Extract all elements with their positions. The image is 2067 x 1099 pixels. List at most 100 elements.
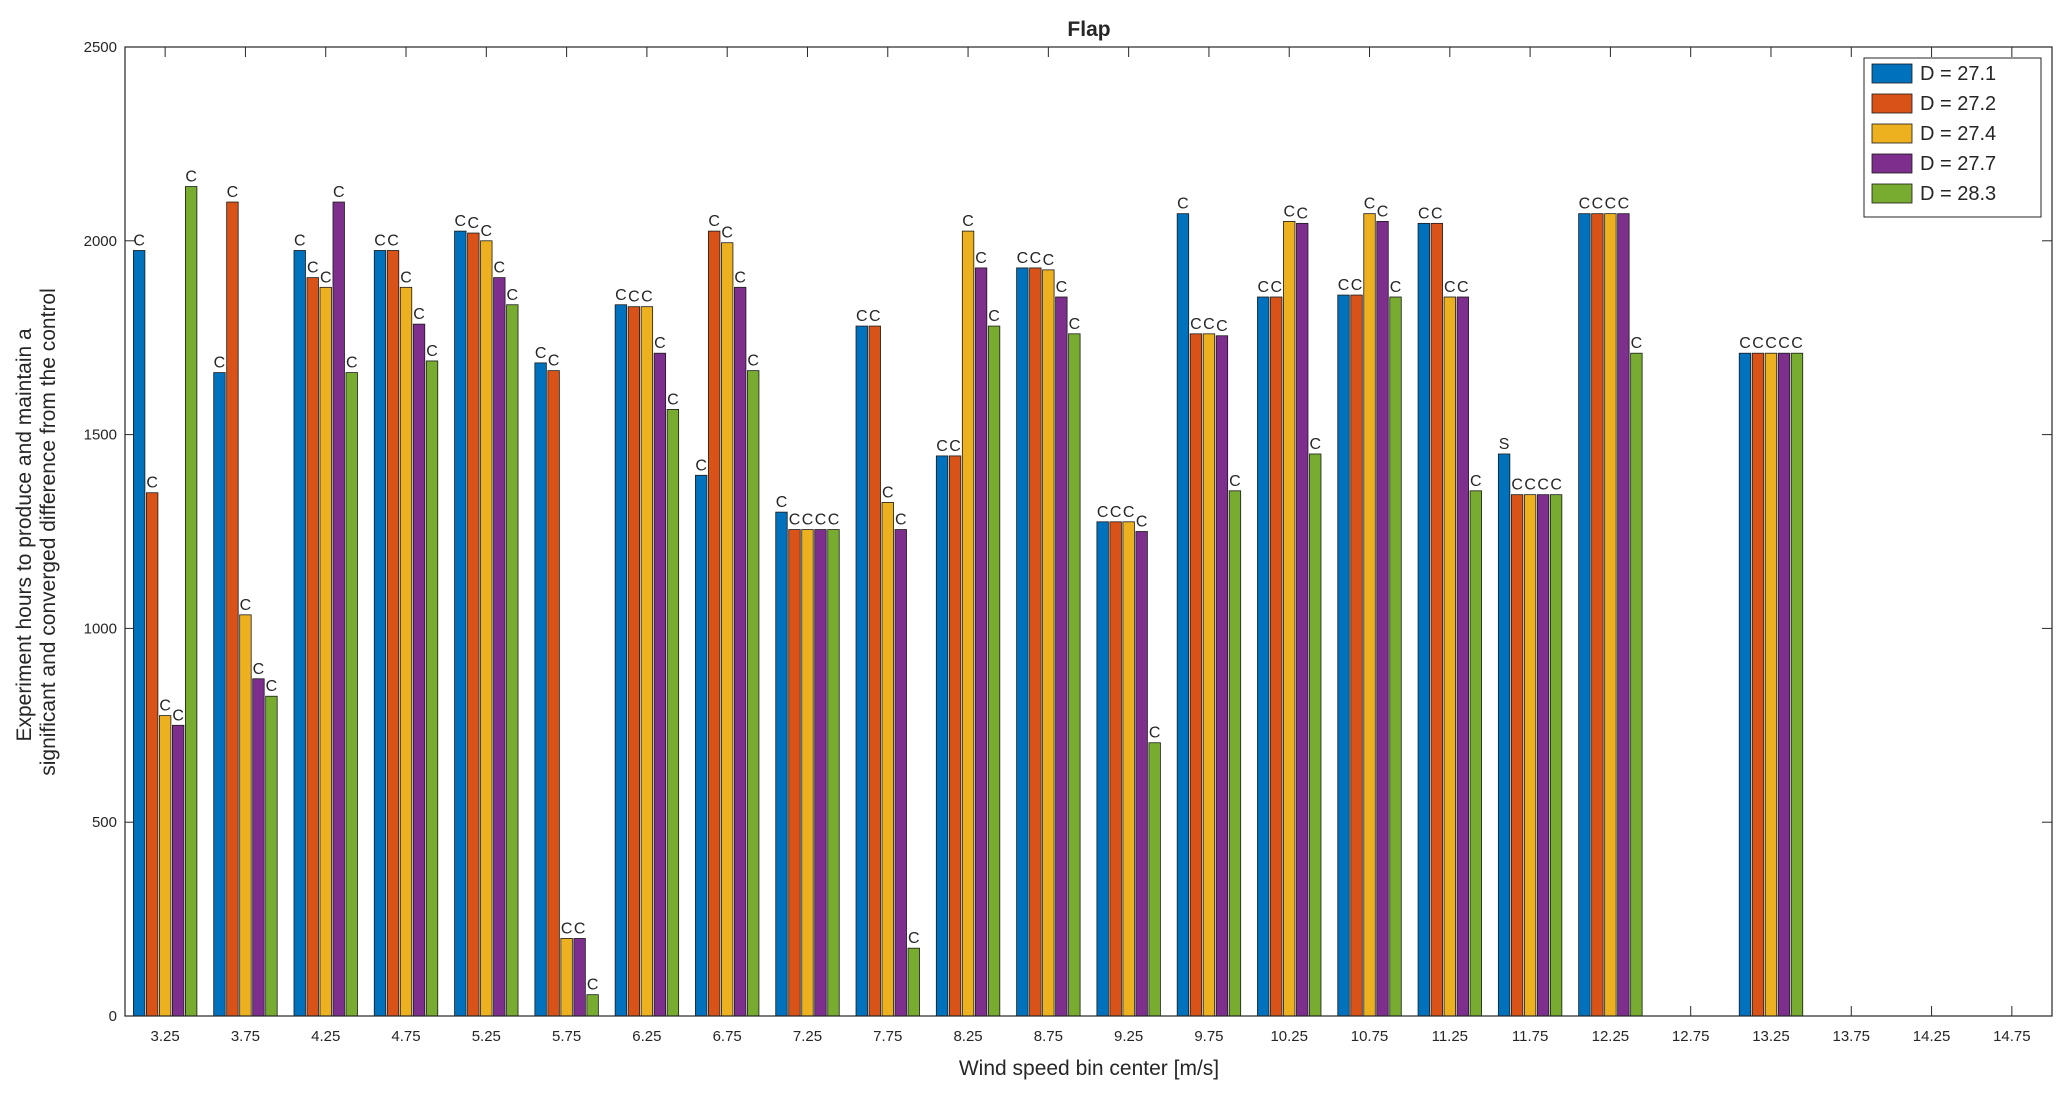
bar: [1510, 494, 1524, 1017]
bar-annotation: C: [1605, 196, 1617, 213]
bar: [948, 455, 962, 1017]
bar-annotation: C: [802, 512, 814, 529]
bar: [666, 409, 680, 1017]
bar: [961, 230, 975, 1017]
bar: [306, 277, 319, 1017]
bar-annotation: C: [1618, 196, 1630, 213]
bar-annotation: C: [628, 289, 640, 306]
bar: [1389, 296, 1402, 1017]
bar-annotation: C: [1364, 196, 1376, 213]
bar-annotation: C: [1283, 203, 1295, 220]
bar: [1337, 294, 1350, 1017]
x-tick-label: 7.75: [873, 1028, 902, 1045]
bar: [708, 230, 721, 1017]
bar-annotation: C: [400, 269, 412, 286]
bar: [265, 695, 278, 1017]
bar: [1417, 222, 1430, 1017]
bar-annotation: C: [789, 512, 801, 529]
bar: [775, 511, 788, 1017]
bar-annotation: C: [1592, 196, 1604, 213]
bar: [1523, 494, 1537, 1017]
bar: [640, 306, 654, 1017]
bar: [1202, 333, 1216, 1017]
bar-annotation: C: [1791, 335, 1803, 352]
bar: [881, 502, 894, 1017]
legend-label: D = 27.1: [1920, 63, 1996, 85]
chart-title: Flap: [1067, 18, 1110, 41]
bar: [1604, 213, 1617, 1017]
bar-annotation: C: [253, 661, 265, 678]
bar: [855, 325, 868, 1017]
bar-annotation: C: [561, 920, 573, 937]
bar-annotation: C: [1257, 279, 1269, 296]
bar: [480, 240, 493, 1017]
bar-annotation: C: [1069, 316, 1081, 333]
bar: [894, 529, 907, 1017]
x-tick-label: 10.25: [1270, 1028, 1308, 1045]
bar: [1549, 494, 1563, 1017]
bar: [158, 715, 172, 1017]
bar: [386, 250, 400, 1017]
bar-annotation: C: [159, 698, 171, 715]
bar-annotation: C: [1229, 473, 1241, 490]
bar-annotation: S: [1499, 436, 1510, 453]
bar: [213, 372, 226, 1017]
bar-annotation: C: [1739, 335, 1751, 352]
bar: [987, 325, 1001, 1017]
y-tick-labels: 0 500 1000 1500 2000 2500: [84, 39, 117, 1025]
bar-annotation: C: [1778, 335, 1790, 352]
bar-annotation: C: [882, 484, 894, 501]
bar-annotation: C: [747, 353, 759, 370]
bar: [239, 614, 252, 1017]
bar-annotation: C: [307, 260, 319, 277]
bar-annotation: C: [1216, 318, 1228, 335]
bar: [493, 277, 506, 1017]
bar: [801, 529, 814, 1017]
legend: D = 27.1 D = 27.2 D = 27.4 D = 27.7 D = 28.3: [1863, 57, 2042, 218]
bar-annotation: C: [1030, 250, 1042, 267]
bar: [145, 492, 159, 1017]
bar-annotation: C: [1270, 279, 1282, 296]
bar: [226, 201, 239, 1017]
x-tick-label: 4.75: [391, 1028, 420, 1045]
bar: [935, 455, 949, 1017]
bar: [907, 947, 920, 1017]
bar: [1309, 453, 1322, 1017]
bar-annotation: C: [574, 920, 586, 937]
bar: [1215, 335, 1229, 1017]
bar: [373, 250, 387, 1017]
bar: [653, 352, 667, 1017]
x-tick-label: 9.75: [1194, 1028, 1223, 1045]
legend-label: D = 28.3: [1920, 183, 1996, 205]
bar-annotation: C: [1418, 205, 1430, 222]
bar: [1257, 296, 1270, 1017]
bar-annotation: C: [535, 345, 547, 362]
x-tick-label: 6.75: [713, 1028, 742, 1045]
bar: [1617, 213, 1630, 1017]
bar: [252, 678, 265, 1017]
legend-swatch: [1871, 123, 1913, 144]
bar-annotation: C: [548, 353, 560, 370]
x-tick-label: 13.25: [1752, 1028, 1790, 1045]
bar: [734, 286, 747, 1017]
bar: [627, 306, 641, 1017]
bar-annotation: C: [988, 308, 1000, 325]
bar: [1430, 222, 1443, 1017]
bar-annotation: C: [455, 213, 467, 230]
bar-annotation: C: [776, 494, 788, 511]
bar: [1777, 352, 1791, 1017]
bar-annotation: C: [895, 512, 907, 529]
bar-annotation: C: [949, 438, 961, 455]
bar-annotation: C: [1123, 504, 1135, 521]
y-tick-label: 0: [109, 1008, 117, 1025]
bar: [1751, 352, 1765, 1017]
bar: [1376, 221, 1389, 1017]
bar: [1283, 221, 1296, 1017]
bar-annotation: C: [828, 512, 840, 529]
bar-annotation: C: [615, 287, 627, 304]
bar: [1497, 453, 1511, 1017]
x-tick-label: 13.75: [1832, 1028, 1870, 1045]
bar: [425, 360, 439, 1017]
bar-annotation: C: [1457, 279, 1469, 296]
